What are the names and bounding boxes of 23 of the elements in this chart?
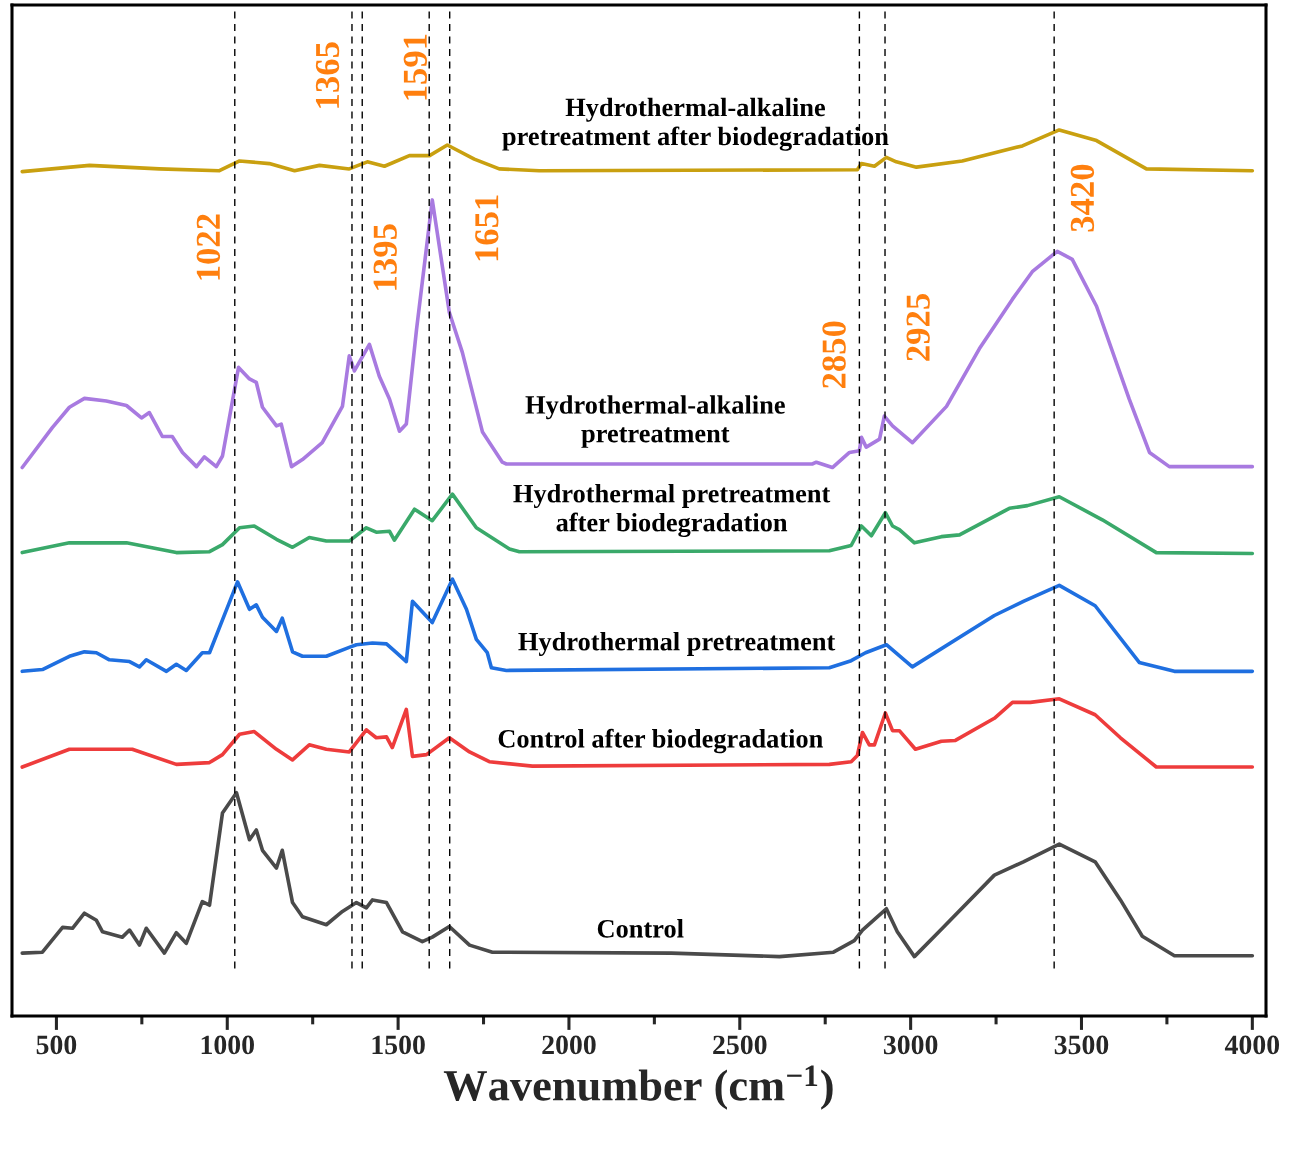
- ref-line-label: 1365: [315, 42, 340, 108]
- x-axis-title: Wavenumber (cm$^{−1}$): [443, 1065, 833, 1110]
- series-label: Control after biodegradation: [498, 728, 823, 754]
- ref-line-label: 1651: [475, 195, 499, 261]
- x-tick-label: 2500: [713, 1035, 767, 1055]
- series-label: Hydrothermal pretreatment after biodegradation: [513, 483, 831, 538]
- x-tick-label: 2000: [542, 1035, 596, 1055]
- ref-line-label: 3420: [1070, 164, 1095, 232]
- x-tick-label: 1000: [201, 1035, 254, 1055]
- x-tick-label: 500: [36, 1035, 77, 1055]
- x-tick-label: 1500: [372, 1035, 425, 1055]
- x-tick-label: 3500: [1054, 1035, 1109, 1055]
- series-label: Control: [597, 919, 684, 938]
- ref-line-label: 1022: [196, 214, 221, 280]
- ref-line-label: 2925: [906, 294, 930, 361]
- series-label: Hydrothermal-alkaline pretreatment after biodegradation: [502, 97, 889, 151]
- ref-line-label: 2850: [822, 321, 846, 389]
- ref-line-label: 1395: [373, 224, 397, 290]
- series-label: Hydrothermal-alkaline pretreatment: [525, 395, 785, 448]
- x-tick-label: 4000: [1224, 1035, 1280, 1055]
- ref-line-label: 1591: [403, 34, 427, 100]
- x-tick-label: 3000: [883, 1035, 938, 1055]
- series-label: Hydrothermal pretreatment: [518, 631, 836, 656]
